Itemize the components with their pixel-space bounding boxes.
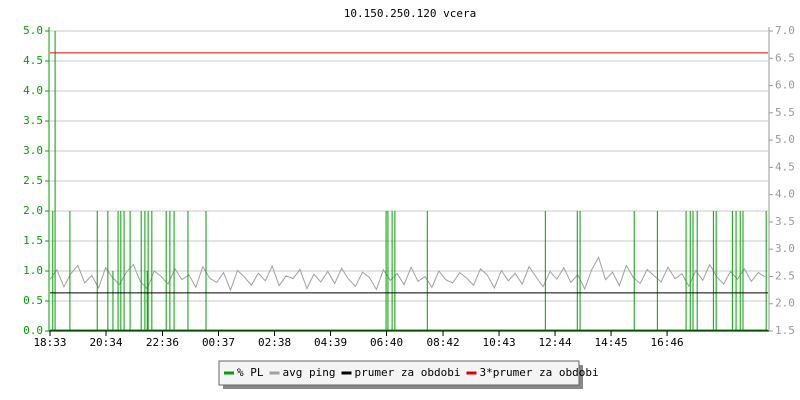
- y-tick-label: 3.5: [23, 114, 43, 127]
- x-tick-label: 14:45: [595, 336, 628, 349]
- x-tick-label: 06:40: [370, 336, 403, 349]
- y-tick-label: 1.5: [23, 234, 43, 247]
- x-tick-label: 22:36: [146, 336, 179, 349]
- y2-tick-label: 3.5: [775, 215, 795, 228]
- x-tick-label: 10:43: [482, 336, 515, 349]
- ping-line: [49, 256, 766, 292]
- legend-label: % PL: [237, 366, 264, 379]
- y-tick-label: 4.5: [23, 54, 43, 67]
- y2-tick-label: 5.0: [775, 133, 795, 146]
- y-tick-label: 2.5: [23, 174, 43, 187]
- y-tick-label: 1.0: [23, 264, 43, 277]
- y2-tick-label: 3.0: [775, 242, 795, 255]
- y2-tick-label: 2.5: [775, 269, 795, 282]
- y2-tick-label: 6.5: [775, 51, 795, 64]
- legend-label: 3*prumer za obdobi: [479, 366, 598, 379]
- x-tick-label: 20:34: [89, 336, 122, 349]
- y2-tick-label: 7.0: [775, 24, 795, 37]
- y-tick-label: 0.0: [23, 324, 43, 337]
- y-tick-label: 3.0: [23, 144, 43, 157]
- legend-label: avg ping: [283, 366, 336, 379]
- x-tick-label: 04:39: [314, 336, 347, 349]
- legend-label: prumer za obdobi: [354, 366, 460, 379]
- y2-tick-label: 4.0: [775, 188, 795, 201]
- y-tick-label: 0.5: [23, 294, 43, 307]
- y-tick-label: 2.0: [23, 204, 43, 217]
- x-tick-label: 18:33: [33, 336, 66, 349]
- y-tick-label: 4.0: [23, 84, 43, 97]
- x-tick-label: 12:44: [538, 336, 571, 349]
- y2-tick-label: 6.0: [775, 79, 795, 92]
- x-tick-label: 16:46: [651, 336, 684, 349]
- x-tick-label: 08:42: [426, 336, 459, 349]
- y-tick-label: 5.0: [23, 24, 43, 37]
- x-tick-label: 02:38: [258, 336, 291, 349]
- y2-tick-label: 5.5: [775, 106, 795, 119]
- y2-tick-label: 2.0: [775, 297, 795, 310]
- x-tick-label: 00:37: [202, 336, 235, 349]
- chart-title: 10.150.250.120 vcera: [344, 7, 476, 20]
- y2-tick-label: 1.5: [775, 324, 795, 337]
- y2-tick-label: 4.5: [775, 160, 795, 173]
